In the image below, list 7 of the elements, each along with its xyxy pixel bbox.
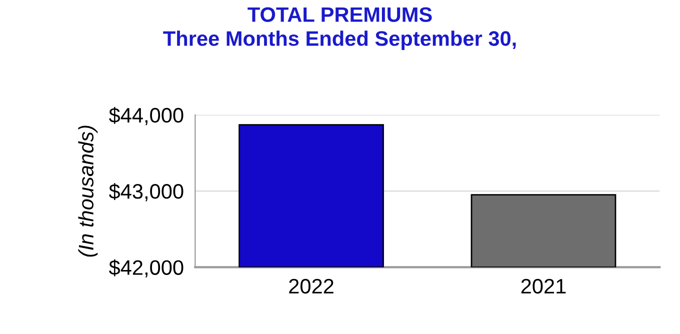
x-tick-label: 2021 <box>521 278 566 294</box>
x-tick-label: 2022 <box>289 278 334 294</box>
y-tick-label: $44,000 <box>108 107 184 126</box>
y-axis-title: (In thousands) <box>78 126 98 257</box>
y-tick-label: $42,000 <box>108 259 184 278</box>
y-tick-label: $43,000 <box>108 183 184 202</box>
chart-title: TOTAL PREMIUMS Three Months Ended September 30, <box>163 7 516 50</box>
